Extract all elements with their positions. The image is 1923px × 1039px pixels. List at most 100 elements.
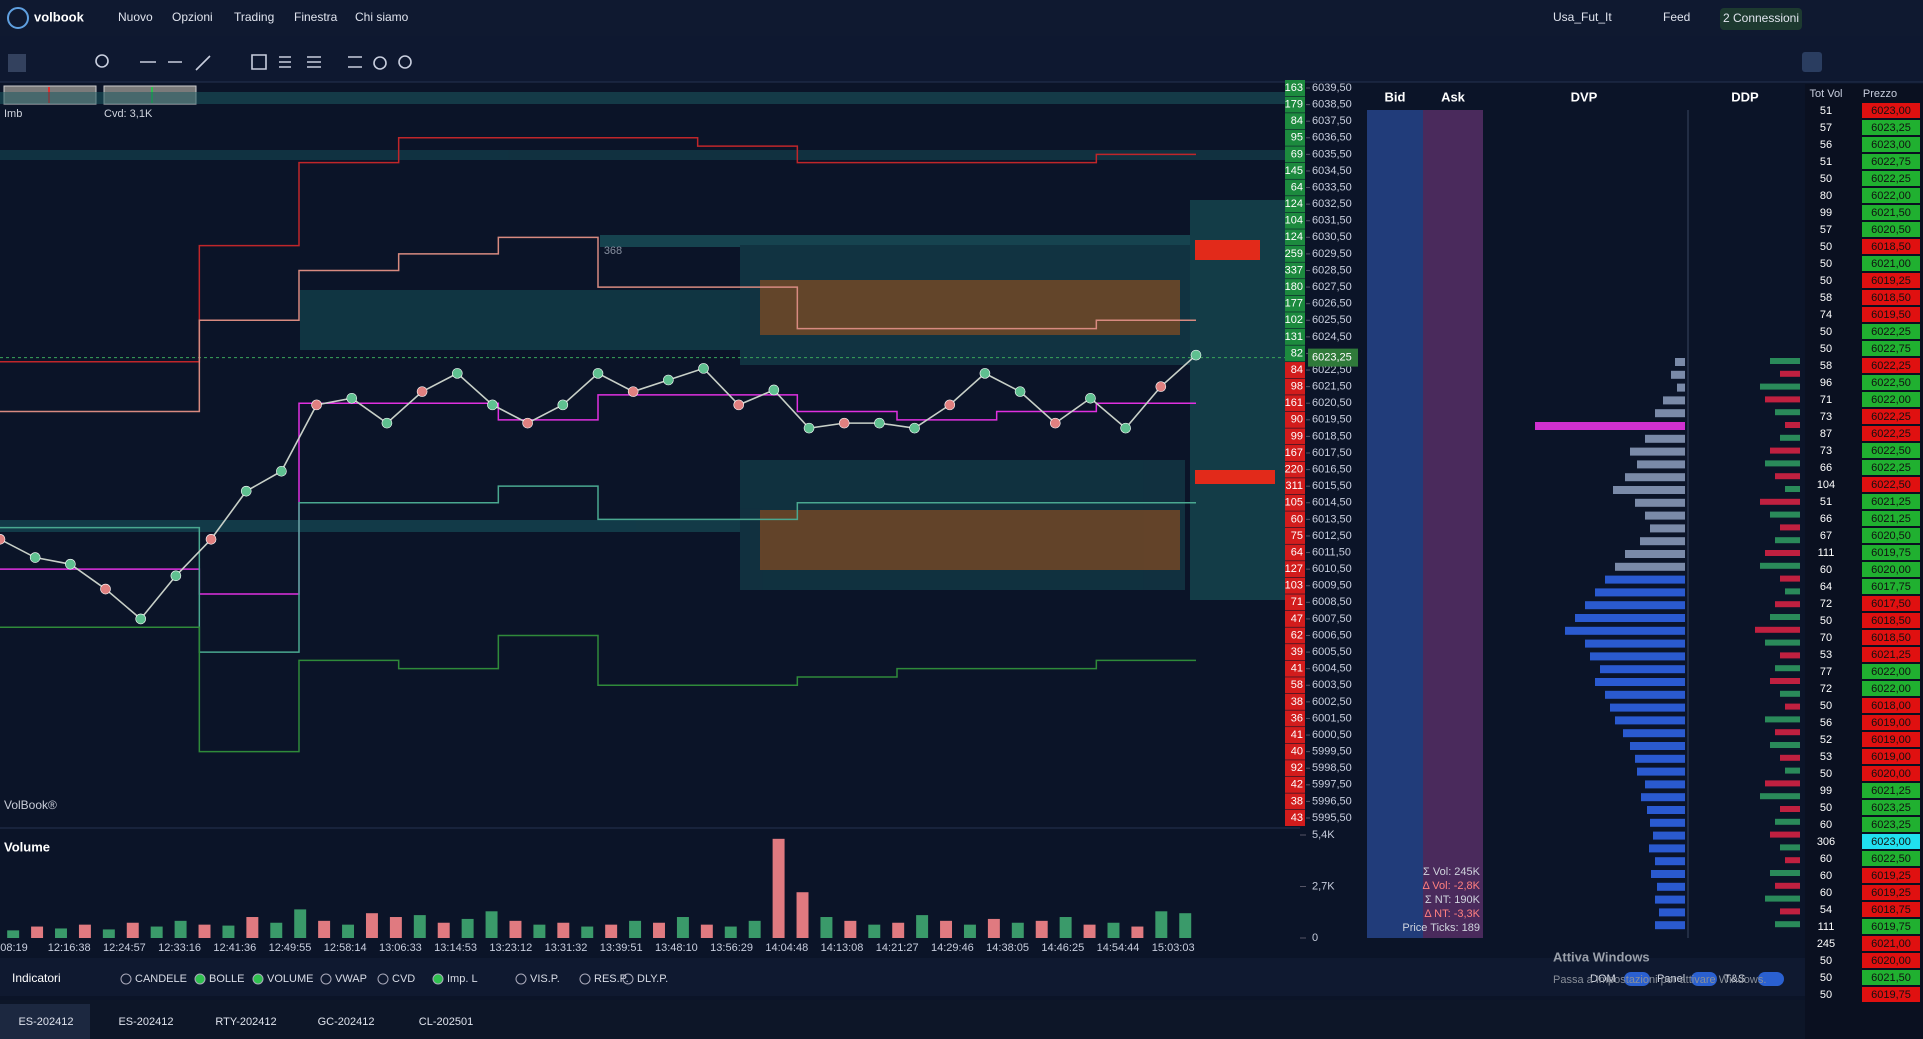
tab[interactable]: GC-202412 <box>318 1016 375 1028</box>
ladder-bid-label: 38 <box>1291 696 1303 708</box>
indicator-radio[interactable] <box>252 973 264 985</box>
menu-item[interactable]: Opzioni <box>172 10 213 24</box>
price-text: 6022,25 <box>1871 326 1911 338</box>
ladder-bid <box>1285 677 1305 694</box>
ddp-bar <box>1775 665 1800 672</box>
price-cell <box>1862 766 1920 781</box>
menu-item[interactable]: Finestra <box>294 10 338 24</box>
bubble <box>416 386 428 397</box>
tool-dollar[interactable] <box>1802 52 1822 72</box>
indicator-label[interactable]: CVD <box>392 973 415 985</box>
vol-cell: 50 <box>1820 955 1832 967</box>
y-tick-label: 6013,50 <box>1312 513 1352 525</box>
ladder-bid-label: 41 <box>1291 663 1303 675</box>
indicators-title[interactable]: Indicatori <box>12 971 61 985</box>
menu-item[interactable]: Chi siamo <box>355 10 409 24</box>
toolbar <box>0 36 1923 82</box>
tool-icons[interactable] <box>95 54 412 71</box>
indicator-label[interactable]: Imp. L <box>447 973 478 985</box>
time-label: 14:38:05 <box>986 942 1029 954</box>
menu-item[interactable]: Trading <box>234 10 274 24</box>
ladder-bid <box>1285 511 1305 528</box>
indicator-label[interactable]: DLY.P. <box>637 973 668 985</box>
dvp-bar <box>1625 473 1685 482</box>
time-label: 08:19 <box>0 942 28 954</box>
price-cell <box>1862 834 1920 849</box>
volume-bar <box>198 924 211 938</box>
y-tick-label: 6038,50 <box>1312 98 1352 110</box>
tab[interactable]: CL-202501 <box>419 1016 473 1028</box>
ddp-bar <box>1770 614 1800 620</box>
connections-badge[interactable] <box>1720 8 1802 30</box>
toggle-label[interactable]: Panel <box>1657 973 1685 985</box>
toggle[interactable] <box>1758 972 1784 986</box>
ladder-ask <box>1285 162 1305 179</box>
toggle-label[interactable]: DOM <box>1590 973 1616 985</box>
vol-cell: 111 <box>1818 921 1835 933</box>
connections[interactable]: 2 Connessioni <box>1723 11 1799 25</box>
y-tick-label: 5998,50 <box>1312 762 1352 774</box>
indicator-radio[interactable] <box>515 973 527 985</box>
tab[interactable]: ES-202412 <box>18 1016 73 1028</box>
price-cell <box>1862 103 1920 118</box>
volume-bar <box>1083 924 1096 938</box>
ladder-bid-label: 36 <box>1291 712 1303 724</box>
vol-cell: 57 <box>1820 122 1832 134</box>
price-text: 6022,75 <box>1871 343 1911 355</box>
price-cell <box>1862 868 1920 883</box>
vol-cell: 50 <box>1820 615 1832 627</box>
indicator-label[interactable]: BOLLE <box>209 973 244 985</box>
ddp-bar <box>1770 678 1800 684</box>
y-tick-label: 6036,50 <box>1312 132 1352 144</box>
volume-bar <box>150 926 163 938</box>
ladder-bid-label: 41 <box>1291 729 1303 741</box>
instrument[interactable]: Usa_Fut_It <box>1553 10 1612 24</box>
ladder-ask-label: 163 <box>1285 82 1303 94</box>
indicator-radio[interactable] <box>579 973 591 985</box>
indicator-radio[interactable] <box>120 973 132 985</box>
indicator-label[interactable]: VIS.P. <box>530 973 560 985</box>
book-stat: Δ NT: -3,3K <box>1424 908 1480 920</box>
toggle[interactable] <box>1691 972 1717 986</box>
vol-cell: 57 <box>1820 224 1832 236</box>
ddp-bar <box>1780 524 1800 531</box>
ladder-bid <box>1285 810 1305 826</box>
volume-bar <box>581 926 594 938</box>
indicator-radio[interactable] <box>320 973 332 985</box>
vol-cell: 52 <box>1820 734 1832 746</box>
indicator-label[interactable]: VOLUME <box>267 973 313 985</box>
vol-cell: 72 <box>1820 598 1832 610</box>
ladder-bid-label: 43 <box>1291 812 1303 824</box>
indicator-radio[interactable] <box>377 973 389 985</box>
feed[interactable]: Feed <box>1663 10 1690 24</box>
y-tick-label: 6008,50 <box>1312 596 1352 608</box>
indicator-label[interactable]: RES.P. <box>594 973 629 985</box>
dvp-bar <box>1663 396 1685 405</box>
price-text: 6020,00 <box>1871 955 1911 967</box>
ladder-ask-label: 82 <box>1291 347 1303 359</box>
volume-bar <box>461 918 474 938</box>
indicator-radio[interactable] <box>622 973 634 985</box>
price-cell <box>1862 477 1920 492</box>
indicator-radio[interactable] <box>432 973 444 985</box>
toggle[interactable] <box>1624 972 1650 986</box>
toggle-label[interactable]: T&S <box>1724 973 1745 985</box>
time-label: 13:48:10 <box>655 942 698 954</box>
y-tick-label: 5997,50 <box>1312 779 1352 791</box>
menu-item[interactable]: Nuovo <box>118 10 153 24</box>
indicator-radio[interactable] <box>194 973 206 985</box>
indicator-label[interactable]: VWAP <box>335 973 367 985</box>
ddp-bar <box>1775 537 1800 544</box>
dvp-bar <box>1635 498 1685 507</box>
tool-select[interactable] <box>8 54 26 72</box>
tab[interactable]: RTY-202412 <box>215 1016 276 1028</box>
ddp-bar <box>1780 370 1800 377</box>
ddp-bar <box>1780 754 1800 761</box>
tab[interactable]: ES-202412 <box>118 1016 173 1028</box>
ddp-bar <box>1780 806 1800 812</box>
ladder-bid-label: 90 <box>1291 414 1303 426</box>
ddp-bar <box>1755 626 1800 633</box>
indicator-label[interactable]: CANDELE <box>135 973 187 985</box>
ladder-bid <box>1285 478 1305 495</box>
active-tab[interactable] <box>0 1004 90 1039</box>
